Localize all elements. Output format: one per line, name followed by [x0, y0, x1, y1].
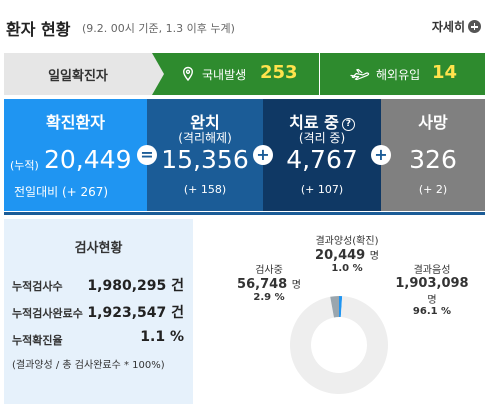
slice-name: 결과양성(확진)	[315, 236, 379, 247]
page-title: 환자 현황	[6, 20, 71, 39]
confirmed-delta: 전일대비 (+ 267)	[14, 185, 109, 199]
slice-testing	[330, 296, 339, 318]
slice-value: 20,449	[315, 248, 366, 263]
treating-card: 치료 중? (격리 중) 4,767 (+ 107)	[263, 99, 381, 211]
plus-operator: +	[371, 145, 391, 165]
slice-unit: 명	[427, 295, 437, 306]
confirmed-card: 확진환자 (누적) 20,449 전일대비 (+ 267)	[4, 99, 147, 211]
slice-value-row: 20,449 명	[297, 247, 397, 263]
slice-unit: 명	[291, 280, 301, 291]
confirmed-value: 20,449	[44, 145, 132, 174]
treating-delta: (+ 107)	[300, 183, 344, 196]
slice-value-row: 56,748 명	[225, 276, 313, 292]
tests-row-value: 1,980,295 건	[87, 278, 184, 294]
airplane-icon	[350, 68, 370, 81]
slice-negative	[289, 296, 388, 394]
slice-label-positive: 결과양성(확진) 20,449 명 1.0 %	[297, 232, 397, 274]
tests-row-label: 누적검사완료수	[12, 307, 83, 320]
death-card: 사망 326 (+ 2)	[381, 99, 485, 211]
slice-percent: 96.1 %	[412, 306, 452, 317]
plus-circle-icon[interactable]	[468, 20, 481, 33]
plus-operator: +	[253, 145, 273, 165]
released-card: 완치 (격리해제) 15,356 (+ 158)	[147, 99, 263, 211]
death-title: 사망	[418, 113, 448, 132]
released-delta: (+ 158)	[183, 183, 227, 196]
slice-label-testing: 검사중 56,748 명 2.9 %	[225, 261, 313, 303]
death-delta: (+ 2)	[418, 183, 448, 196]
help-icon[interactable]: ?	[341, 118, 355, 131]
cumulative-label: (누적)	[10, 159, 39, 172]
slice-positive	[339, 296, 343, 318]
death-value: 326	[409, 145, 457, 174]
daily-confirmed-strip: 일일확진자 국내발생 253 해외유입 14	[4, 53, 485, 95]
status-header: 환자 현황 (9.2. 00시 기준, 1.3 이후 누계) 자세히	[0, 0, 489, 46]
stats-row: 확진환자 (누적) 20,449 전일대비 (+ 267) = 완치 (격리해제…	[4, 99, 485, 211]
slice-value: 1,903,098	[395, 276, 469, 291]
slice-name: 결과음성	[413, 265, 451, 276]
domestic-cases: 국내발생 253	[152, 53, 319, 95]
overseas-cases: 해외유입 14	[320, 53, 485, 95]
strip-arrow	[152, 53, 164, 95]
domestic-label: 국내발생	[202, 68, 247, 82]
tests-note: (결과양성 / 총 검사완료수 * 100%)	[12, 360, 165, 371]
slice-percent: 2.9 %	[253, 292, 285, 303]
released-value: 15,356	[161, 145, 249, 174]
treating-value: 4,767	[286, 145, 358, 174]
treating-title-row: 치료 중?	[263, 109, 381, 133]
tests-row-value: 1,923,547 건	[87, 305, 184, 321]
overseas-value: 14	[432, 62, 458, 83]
section-divider	[4, 212, 485, 215]
tests-row-label: 누적검사수	[12, 280, 63, 293]
slice-value: 56,748	[237, 277, 288, 292]
tests-panel: 검사현황 누적검사수 1,980,295 건 누적검사완료수 1,923,547…	[4, 219, 193, 404]
treating-title: 치료 중	[289, 113, 339, 132]
slice-percent: 1.0 %	[331, 263, 363, 274]
released-title: 완치	[190, 113, 220, 132]
domestic-value: 253	[260, 62, 298, 83]
slice-unit: 명	[369, 251, 379, 262]
donut-chart	[289, 296, 388, 394]
daily-confirmed-label: 일일확진자	[4, 53, 152, 95]
location-pin-icon	[182, 66, 194, 82]
slice-name: 검사중	[255, 265, 283, 276]
more-details-link[interactable]: 자세히	[431, 20, 465, 34]
tests-row-value: 1.1 %	[140, 329, 184, 345]
overseas-label: 해외유입	[376, 68, 421, 82]
equals-operator: =	[137, 145, 157, 165]
released-subtitle: (격리해제)	[178, 131, 232, 145]
treating-subtitle: (격리 중)	[298, 131, 346, 145]
tests-title: 검사현황	[74, 241, 123, 256]
confirmed-title: 확진환자	[46, 113, 105, 132]
page-subtitle: (9.2. 00시 기준, 1.3 이후 누계)	[82, 22, 235, 35]
tests-row-label: 누적확진율	[12, 334, 63, 347]
slice-label-negative: 결과음성 1,903,098 명 96.1 %	[385, 261, 479, 317]
test-results-chart: 검사중 56,748 명 2.9 % 결과양성(확진) 20,449 명 1.0…	[193, 219, 485, 404]
